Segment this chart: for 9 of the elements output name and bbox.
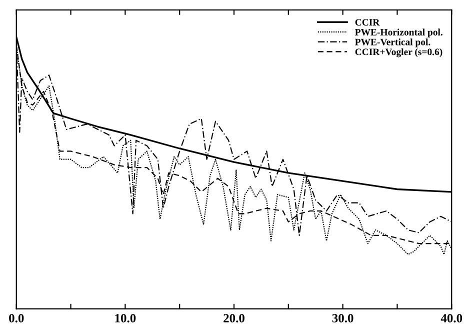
legend-label: PWE-Horizontal pol. (355, 28, 442, 38)
legend-label: CCIR (355, 19, 380, 26)
x-tick-label: 30.0 (332, 314, 354, 322)
legend-label: CCIR+Vogler (s=0.6) (355, 48, 442, 58)
x-tick-label: 10.0 (115, 314, 136, 322)
x-tick-label: 20.0 (224, 314, 244, 322)
x-tick-label: 40.0 (440, 314, 462, 322)
legend-label: PWE-Vertical pol. (355, 38, 430, 48)
x-tick-label: 0.0 (9, 314, 24, 322)
